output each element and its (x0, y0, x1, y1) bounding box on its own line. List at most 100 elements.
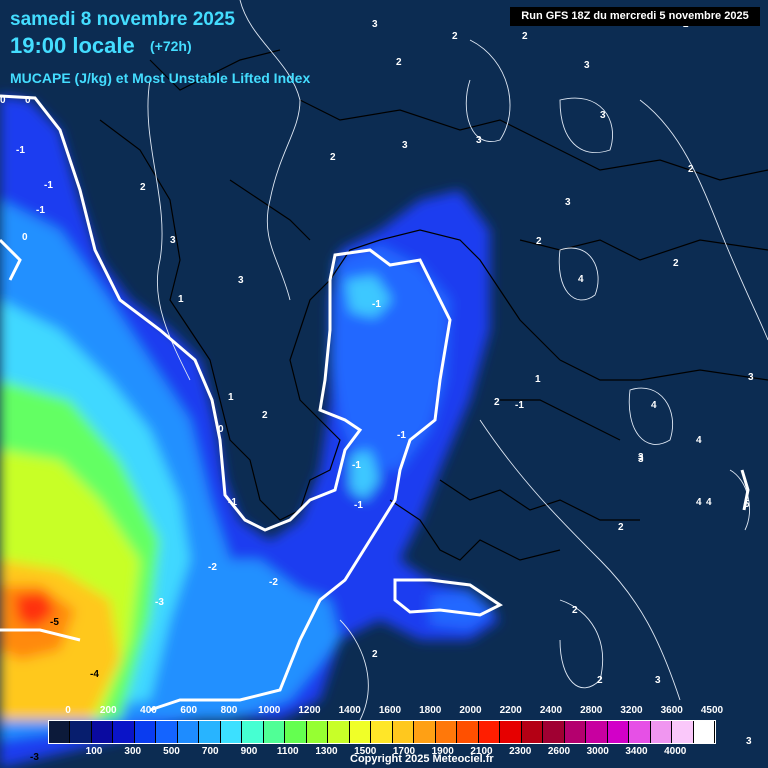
legend-bottom-label: 2600 (547, 746, 571, 757)
li-labels: 32223233200-1-1-101233123322224344445-1-… (0, 19, 754, 763)
legend-top-label: 2800 (580, 705, 603, 716)
legend-swatch (371, 721, 393, 743)
li-contour-2b (465, 39, 511, 142)
li-contour-4b (628, 387, 674, 445)
legend-swatch (91, 721, 114, 743)
coastline-main (99, 119, 561, 521)
legend-swatch (500, 721, 522, 743)
coastline-lake (500, 399, 621, 441)
legend-bottom-label: 100 (85, 746, 103, 757)
legend-top-label: 1200 (298, 705, 321, 716)
legend-top-label: 1400 (338, 705, 361, 716)
legend-swatch (349, 721, 372, 743)
legend-top-label: 2000 (459, 705, 482, 716)
border-east (519, 239, 768, 261)
legend-swatch (134, 721, 157, 743)
legend-bottom-label: 3400 (625, 746, 648, 757)
li-contour-3 (559, 97, 613, 153)
li-value-label: -1 (36, 205, 45, 216)
border-far-north (149, 49, 281, 91)
legend-bottom-label: 500 (163, 746, 180, 757)
legend-bottom-label: 1500 (354, 746, 377, 757)
forecast-lead-time: (+72h) (150, 38, 192, 54)
li-value-label: 3 (170, 235, 176, 246)
li-value-label: -3 (30, 752, 39, 763)
coastlines-and-borders (99, 49, 768, 561)
li-value-label: 2 (262, 410, 268, 421)
legend-bottom-label: 1300 (315, 746, 338, 757)
legend-bottom-label: 700 (201, 746, 219, 757)
zero-line-west (0, 94, 452, 712)
li-value-label: 4 (578, 274, 584, 285)
li-value-label: 0 (218, 424, 224, 435)
legend-top-label: 4500 (700, 705, 724, 716)
legend-swatch (478, 721, 501, 743)
legend-swatch (156, 721, 178, 743)
parameter-title: MUCAPE (J/kg) et Most Unstable Lifted In… (10, 70, 311, 86)
li-value-label: 2 (522, 31, 528, 42)
li-value-label: -5 (50, 617, 59, 628)
li-value-label: 2 (372, 649, 378, 660)
li-value-label: -3 (155, 597, 164, 608)
legend-top-label: 1000 (258, 705, 281, 716)
zero-line-sw (0, 628, 81, 642)
li-value-label: 2 (536, 236, 542, 247)
legend-swatch (49, 721, 71, 743)
legend-top-label: 600 (180, 705, 198, 716)
legend-swatch (586, 721, 608, 743)
li-contour-3b (639, 99, 768, 341)
color-legend (48, 720, 716, 744)
li-contour-4 (558, 247, 599, 301)
legend-swatch (414, 721, 436, 743)
legend-top-label: 800 (220, 705, 238, 716)
legend-top-label: 0 (65, 705, 71, 716)
legend-top-label: 3600 (660, 705, 683, 716)
legend-swatch (177, 721, 200, 743)
cape-area-adriatic-core (345, 275, 392, 318)
li-contour-2c (479, 419, 681, 701)
li-value-label: 1 (228, 392, 234, 403)
li-value-label: 3 (584, 60, 590, 71)
li-value-label: 4 (706, 497, 712, 508)
legend-top-label: 1800 (419, 705, 442, 716)
li-value-label: 3 (565, 197, 571, 208)
coastline-islands (389, 499, 561, 561)
legend-bottom-label: 2100 (470, 746, 493, 757)
li-value-label: -1 (228, 497, 237, 508)
li-value-label: 5 (744, 499, 750, 510)
li-value-label: 3 (476, 135, 482, 146)
legend-top-label: 2400 (539, 705, 563, 716)
li-value-label: 3 (746, 736, 752, 747)
li-value-label: 1 (535, 374, 541, 385)
border-north (299, 99, 768, 181)
copyright-notice: Copyright 2025 Meteociel.fr (350, 753, 494, 765)
li-value-label: 2 (597, 675, 603, 686)
legend-swatch (435, 721, 458, 743)
legend-swatch (392, 721, 415, 743)
legend-swatch (306, 721, 329, 743)
legend-top-label: 3200 (620, 705, 643, 716)
legend-swatch (285, 721, 307, 743)
legend-top-label: 200 (99, 705, 117, 716)
li-value-label: 2 (330, 152, 336, 163)
li-value-label: -2 (269, 577, 278, 588)
li-value-label: 0 (0, 95, 6, 106)
li-value-label: 4 (696, 435, 702, 446)
border-west (229, 179, 311, 241)
li-value-label: 3 (638, 454, 644, 465)
li-value-label: 3 (372, 19, 378, 30)
legend-bottom-label: 1900 (431, 746, 454, 757)
legend-swatch (693, 721, 716, 743)
legend-swatch (70, 721, 92, 743)
legend-swatch (543, 721, 565, 743)
legend-bottom-label: 3000 (586, 746, 609, 757)
valid-date-title: samedi 8 novembre 2025 (10, 9, 235, 30)
legend-swatch (672, 721, 694, 743)
legend-swatch (242, 721, 264, 743)
coastline-east (559, 359, 768, 381)
li-value-label: 2 (140, 182, 146, 193)
li-value-label: -4 (90, 669, 99, 680)
mucape-field (0, 95, 500, 768)
